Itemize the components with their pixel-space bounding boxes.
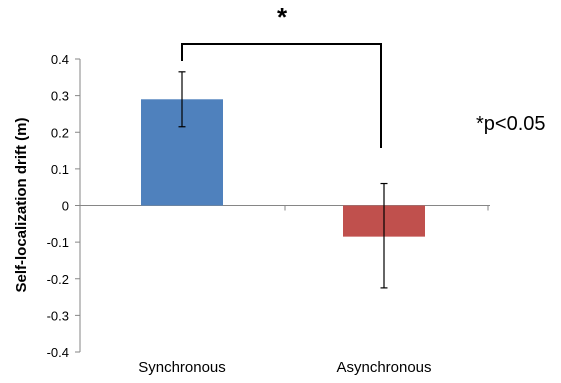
y-axis: 0.4 0.3 0.2 0.1 0 -0.1 -0.2 -0.3 -0.4 [47, 52, 81, 360]
y-tick-label: 0.2 [51, 125, 69, 140]
significance-marker: * [277, 2, 288, 32]
error-bars [178, 71, 388, 289]
x-tick-label: Synchronous [138, 359, 226, 376]
annotations: * *p<0.05 [181, 2, 546, 148]
y-tick-label: -0.4 [47, 345, 69, 360]
y-tick-label: 0.4 [51, 52, 69, 67]
y-tick-label: 0.1 [51, 162, 69, 177]
y-tick-label: -0.1 [47, 235, 69, 250]
x-axis: Synchronous Asynchronous [79, 205, 490, 376]
y-tick-label: -0.3 [47, 308, 69, 323]
error-bar [380, 182, 388, 289]
y-axis-label: Self-localization drift (m) [13, 117, 30, 292]
error-bar [178, 71, 186, 128]
p-value-note: *p<0.05 [476, 113, 546, 135]
significance-bracket [181, 43, 382, 148]
y-tick-label: 0 [62, 199, 69, 214]
y-tick-label: 0.3 [51, 89, 69, 104]
x-tick-label: Asynchronous [336, 359, 431, 376]
bars [141, 99, 425, 237]
y-tick-label: -0.2 [47, 272, 69, 287]
